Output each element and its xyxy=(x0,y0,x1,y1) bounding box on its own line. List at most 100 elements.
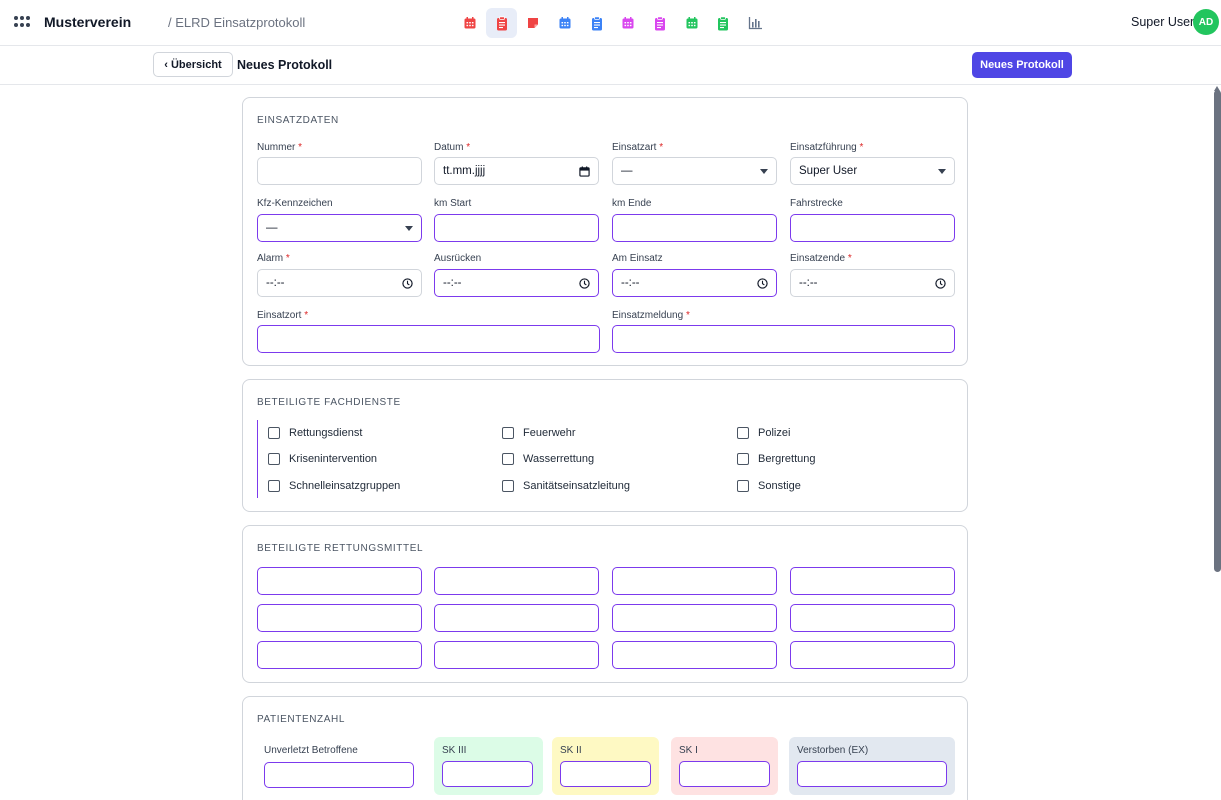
checkbox[interactable] xyxy=(268,427,280,439)
label-verstorben: Verstorben (EX) xyxy=(797,745,869,756)
scrollbar[interactable] xyxy=(1214,90,1221,572)
checkbox[interactable] xyxy=(737,453,749,465)
breadcrumb[interactable]: / ELRD Einsatzprotokoll xyxy=(168,15,306,30)
clock-icon[interactable] xyxy=(579,277,590,289)
sk3-input[interactable] xyxy=(442,761,533,787)
app-note-2[interactable] xyxy=(517,8,549,38)
einsatzart-select[interactable]: — xyxy=(612,157,777,185)
user-name[interactable]: Super User xyxy=(1131,15,1195,29)
checkbox[interactable] xyxy=(502,480,514,492)
checkbox[interactable] xyxy=(737,427,749,439)
note-icon xyxy=(526,16,540,30)
rettungsmittel-input[interactable] xyxy=(790,567,955,595)
am-einsatz-time-input[interactable]: --:-- xyxy=(612,269,777,297)
label-einsatzende: Einsatzende * xyxy=(790,253,852,264)
back-to-overview-button[interactable]: ‹ Übersicht xyxy=(153,52,233,77)
rettungsmittel-input[interactable] xyxy=(612,567,777,595)
rettungsmittel-input[interactable] xyxy=(257,604,422,632)
einsatzort-input[interactable] xyxy=(257,325,600,353)
app-clipboard-6[interactable] xyxy=(644,8,676,38)
checkbox-sonstige[interactable]: Sonstige xyxy=(737,480,801,492)
checkbox-feuerwehr[interactable]: Feuerwehr xyxy=(502,427,576,439)
top-bar: Musterverein / ELRD Einsatzprotokoll Sup… xyxy=(0,0,1221,46)
rettungsmittel-input[interactable] xyxy=(612,641,777,669)
scroll-up-arrow-icon[interactable] xyxy=(1214,86,1220,91)
checkbox-schnelleinsatzgruppen[interactable]: Schnelleinsatzgruppen xyxy=(268,480,400,492)
checkbox-bergrettung[interactable]: Bergrettung xyxy=(737,453,815,465)
rettungsmittel-input[interactable] xyxy=(257,567,422,595)
km-start-input[interactable] xyxy=(434,214,599,242)
label-nummer: Nummer * xyxy=(257,142,303,153)
calendar-icon xyxy=(685,16,699,30)
einsatzfuehrung-select[interactable]: Super User xyxy=(790,157,955,185)
label-einsatzart: Einsatzart * xyxy=(612,142,664,153)
calendar-icon xyxy=(558,16,572,30)
app-clipboard-8[interactable] xyxy=(708,8,740,38)
clock-icon[interactable] xyxy=(757,277,768,289)
nummer-input[interactable] xyxy=(257,157,422,185)
ausruecken-time-input[interactable]: --:-- xyxy=(434,269,599,297)
app-calendar-5[interactable] xyxy=(612,8,644,38)
label-kfz: Kfz-Kennzeichen xyxy=(257,198,333,209)
checkbox-sanitaetseinsatzleitung[interactable]: Sanitätseinsatzleitung xyxy=(502,480,630,492)
unverletzt-input[interactable] xyxy=(264,762,414,788)
checkbox[interactable] xyxy=(502,427,514,439)
rettungsmittel-input[interactable] xyxy=(434,641,599,669)
clipboard-icon xyxy=(716,15,730,31)
sk2-input[interactable] xyxy=(560,761,651,787)
new-protocol-button[interactable]: Neues Protokoll xyxy=(972,52,1072,78)
app-clipboard-4[interactable] xyxy=(581,8,613,38)
clock-icon[interactable] xyxy=(402,277,413,289)
app-calendar-7[interactable] xyxy=(676,8,708,38)
rettungsmittel-input[interactable] xyxy=(790,604,955,632)
app-grid-icon[interactable] xyxy=(14,16,30,28)
label-km-start: km Start xyxy=(434,198,472,209)
checkbox[interactable] xyxy=(737,480,749,492)
checkbox-label: Polizei xyxy=(758,427,791,439)
label-einsatzmeldung: Einsatzmeldung * xyxy=(612,310,690,321)
km-ende-input[interactable] xyxy=(612,214,777,242)
section-title: BETEILIGTE RETTUNGSMITTEL xyxy=(257,543,424,554)
einsatzmeldung-input[interactable] xyxy=(612,325,955,353)
checkbox-rettungsdienst[interactable]: Rettungsdienst xyxy=(268,427,362,439)
checkbox-polizei[interactable]: Polizei xyxy=(737,427,790,439)
rettungsmittel-input[interactable] xyxy=(790,641,955,669)
avatar[interactable]: AD xyxy=(1193,9,1219,35)
page-title: Neues Protokoll xyxy=(237,58,333,72)
calendar-icon xyxy=(463,16,477,30)
verstorben-input[interactable] xyxy=(797,761,947,787)
bar-chart-icon xyxy=(748,16,763,30)
chevron-down-icon xyxy=(405,225,413,231)
label-ausruecken: Ausrücken xyxy=(434,253,482,264)
calendar-icon[interactable] xyxy=(579,165,590,177)
app-calendar-0[interactable] xyxy=(454,8,486,38)
kfz-select[interactable]: — xyxy=(257,214,422,242)
label-sk1: SK I xyxy=(679,745,698,756)
label-unverletzt: Unverletzt Betroffene xyxy=(264,745,358,756)
rettungsmittel-input[interactable] xyxy=(434,567,599,595)
app-bar-chart-9[interactable] xyxy=(739,8,771,38)
fahrstrecke-input[interactable] xyxy=(790,214,955,242)
app-clipboard-1[interactable] xyxy=(485,8,518,38)
checkbox-label: Sonstige xyxy=(758,480,801,492)
einsatzende-time-input[interactable]: --:-- xyxy=(790,269,955,297)
rettungsmittel-input[interactable] xyxy=(612,604,777,632)
checkbox-wasserrettung[interactable]: Wasserrettung xyxy=(502,453,594,465)
alarm-time-input[interactable]: --:-- xyxy=(257,269,422,297)
app-calendar-3[interactable] xyxy=(549,8,581,38)
checkbox[interactable] xyxy=(268,453,280,465)
rettungsmittel-input[interactable] xyxy=(434,604,599,632)
card-rettungsmittel: BETEILIGTE RETTUNGSMITTEL xyxy=(242,525,968,683)
datum-input[interactable]: tt.mm.jjjj xyxy=(434,157,599,185)
sk1-input[interactable] xyxy=(679,761,770,787)
rettungsmittel-input[interactable] xyxy=(257,641,422,669)
chevron-down-icon xyxy=(938,168,946,174)
checkbox[interactable] xyxy=(268,480,280,492)
checkbox-krisenintervention[interactable]: Krisenintervention xyxy=(268,453,377,465)
brand-name[interactable]: Musterverein xyxy=(44,14,132,30)
checkbox-label: Schnelleinsatzgruppen xyxy=(289,480,401,492)
label-sk3: SK III xyxy=(442,745,467,756)
checkbox[interactable] xyxy=(502,453,514,465)
tile-sk3: SK III xyxy=(434,737,543,795)
clock-icon[interactable] xyxy=(935,277,946,289)
